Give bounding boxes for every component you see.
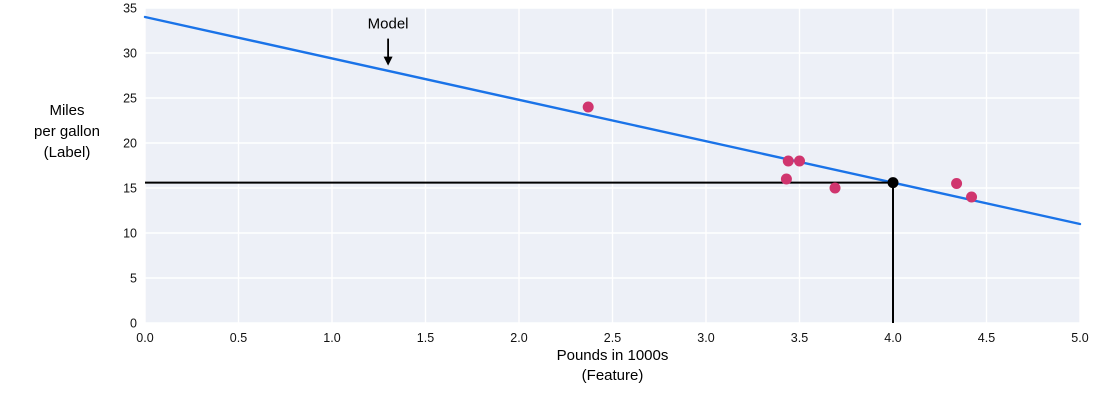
x-tick-label: 4.5 [978,331,995,345]
model-line [143,15,1082,226]
x-tick-label: 0.0 [136,331,153,345]
x-axis-label-line1: Pounds in 1000s [556,347,669,364]
x-tick-label: 3.5 [791,331,808,345]
x-tick-label: 1.5 [417,331,434,345]
y-tick-label: 10 [123,227,137,241]
data-point [780,173,792,185]
y-tick-label: 35 [123,2,137,16]
y-axis-label: Miles per gallon (Label) [6,100,128,163]
x-tick-label: 5.0 [1071,331,1088,345]
y-tick-label: 25 [123,92,137,106]
x-tick-label: 1.0 [323,331,340,345]
x-axis-label-line2: (Feature) [581,367,644,384]
y-axis-label-line2: per gallon [34,123,100,140]
model-annotation-arrowhead [383,56,393,66]
x-tick-label: 2.5 [604,331,621,345]
y-tick-label: 0 [130,317,137,331]
x-axis-label: Pounds in 1000s (Feature) [145,346,1080,386]
y-axis-label-line3: (Label) [43,144,91,161]
data-point [829,182,841,194]
y-tick-label: 15 [123,182,137,196]
x-tick-label: 3.0 [697,331,714,345]
y-tick-label: 20 [123,137,137,151]
data-point [966,191,978,203]
data-point [582,101,594,113]
x-tick-label: 2.0 [510,331,527,345]
model-annotation-label: Model [368,16,409,33]
y-axis-label-line1: Miles [49,102,85,119]
data-point [951,178,963,189]
data-point [794,155,805,167]
x-tick-label: 0.5 [230,331,247,345]
prediction-point [887,177,899,189]
y-tick-label: 5 [130,272,137,286]
x-tick-label: 4.0 [884,331,901,345]
data-point [782,155,794,167]
y-tick-label: 30 [123,47,137,61]
